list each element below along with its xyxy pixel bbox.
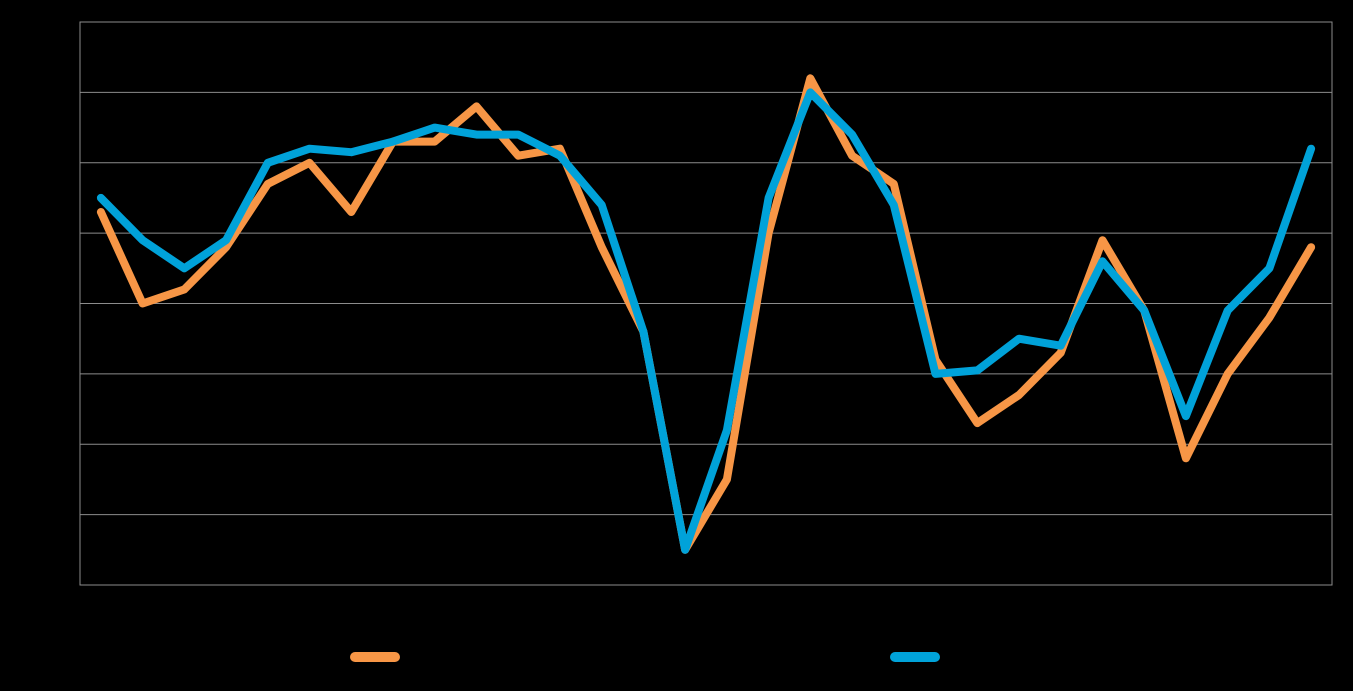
gridlines	[80, 91, 1332, 516]
series-lines	[96, 74, 1316, 554]
series-line-1	[96, 74, 1316, 554]
plot-area-frame	[79, 21, 1333, 586]
series-line-2	[96, 88, 1316, 554]
